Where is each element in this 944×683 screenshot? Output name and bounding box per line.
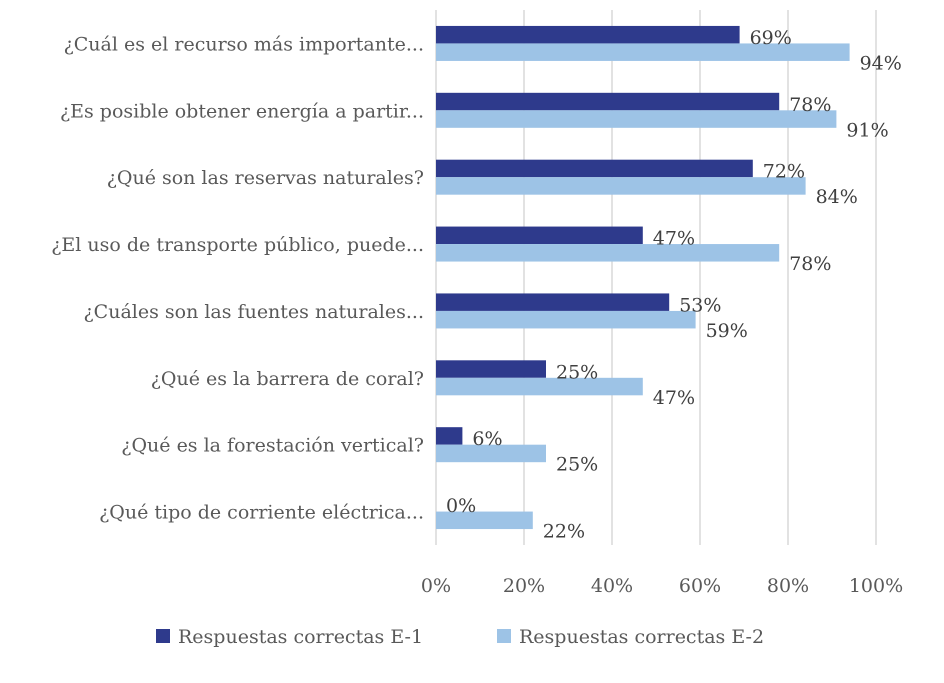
data-label-e1: 53% bbox=[679, 294, 721, 316]
data-label-e1: 6% bbox=[472, 428, 502, 450]
legend-item-e1: Respuestas correctas E-1 bbox=[156, 626, 423, 648]
bar-e1 bbox=[436, 159, 753, 178]
data-label-e1: 69% bbox=[750, 27, 792, 49]
category-labels: ¿Cuál es el recurso más importante... ¿Es… bbox=[51, 33, 424, 523]
x-tick-label: 80% bbox=[767, 575, 809, 597]
x-tick-label: 40% bbox=[591, 575, 633, 597]
legend-swatch bbox=[156, 629, 170, 643]
category-label: ¿Qué es la forestación vertical? bbox=[121, 435, 424, 457]
bar-e1 bbox=[436, 25, 740, 44]
data-label-e1: 47% bbox=[653, 228, 695, 250]
bar-e2 bbox=[436, 244, 780, 262]
legend-swatch bbox=[497, 629, 511, 643]
data-label-e2: 94% bbox=[860, 52, 902, 74]
x-tick-label: 100% bbox=[849, 575, 903, 597]
category-label: ¿Es posible obtener energía a partir... bbox=[60, 100, 424, 122]
x-tick-label: 20% bbox=[503, 575, 545, 597]
data-label-e2: 47% bbox=[653, 387, 695, 409]
bar-e2 bbox=[436, 511, 533, 530]
data-label-e1: 25% bbox=[556, 361, 598, 383]
data-label-e2: 25% bbox=[556, 454, 598, 476]
bar-e1 bbox=[436, 427, 463, 445]
bar-e2 bbox=[436, 310, 696, 329]
category-label: ¿Qué son las reservas naturales? bbox=[107, 167, 424, 189]
bar-e2 bbox=[436, 177, 806, 195]
category-label: ¿Cuál es el recurso más importante... bbox=[64, 33, 424, 55]
data-label-e2: 84% bbox=[816, 186, 858, 208]
bar-e2 bbox=[436, 43, 850, 61]
legend-label: Respuestas correctas E-1 bbox=[178, 626, 423, 648]
gridlines bbox=[435, 10, 877, 545]
category-label: ¿Qué es la barrera de coral? bbox=[151, 368, 424, 390]
legend: Respuestas correctas E-1 Respuestas corre… bbox=[156, 626, 764, 648]
data-labels: 69% 94% 78% 91% 72% 84% 47% 78% 53% 59% 25% 47% 6% 25… bbox=[446, 27, 902, 543]
legend-item-e2: Respuestas correctas E-2 bbox=[497, 626, 764, 648]
x-tick-label: 0% bbox=[421, 575, 451, 597]
category-label: ¿Qué tipo de corriente eléctrica... bbox=[99, 502, 424, 524]
data-label-e2: 78% bbox=[789, 253, 831, 275]
x-axis-tick-labels: 0% 20% 40% 60% 80% 100% bbox=[421, 575, 903, 597]
category-label: ¿Cuáles son las fuentes naturales... bbox=[83, 301, 424, 323]
bar-e1 bbox=[436, 360, 546, 378]
bar-e1 bbox=[436, 293, 670, 311]
data-label-e2: 91% bbox=[846, 119, 888, 141]
legend-label: Respuestas correctas E-2 bbox=[519, 626, 764, 648]
bar-e1 bbox=[436, 226, 643, 245]
category-label: ¿El uso de transporte público, puede... bbox=[51, 234, 424, 256]
bars bbox=[436, 25, 850, 530]
bar-e2 bbox=[436, 377, 643, 396]
x-tick-label: 60% bbox=[679, 575, 721, 597]
data-label-e2: 22% bbox=[543, 521, 585, 543]
bar-e1 bbox=[436, 92, 780, 111]
bar-e2 bbox=[436, 110, 837, 128]
data-label-e1: 78% bbox=[789, 94, 831, 116]
bar-e2 bbox=[436, 444, 546, 463]
data-label-e1: 72% bbox=[763, 161, 805, 183]
data-label-e1: 0% bbox=[446, 495, 476, 517]
data-label-e2: 59% bbox=[706, 320, 748, 342]
